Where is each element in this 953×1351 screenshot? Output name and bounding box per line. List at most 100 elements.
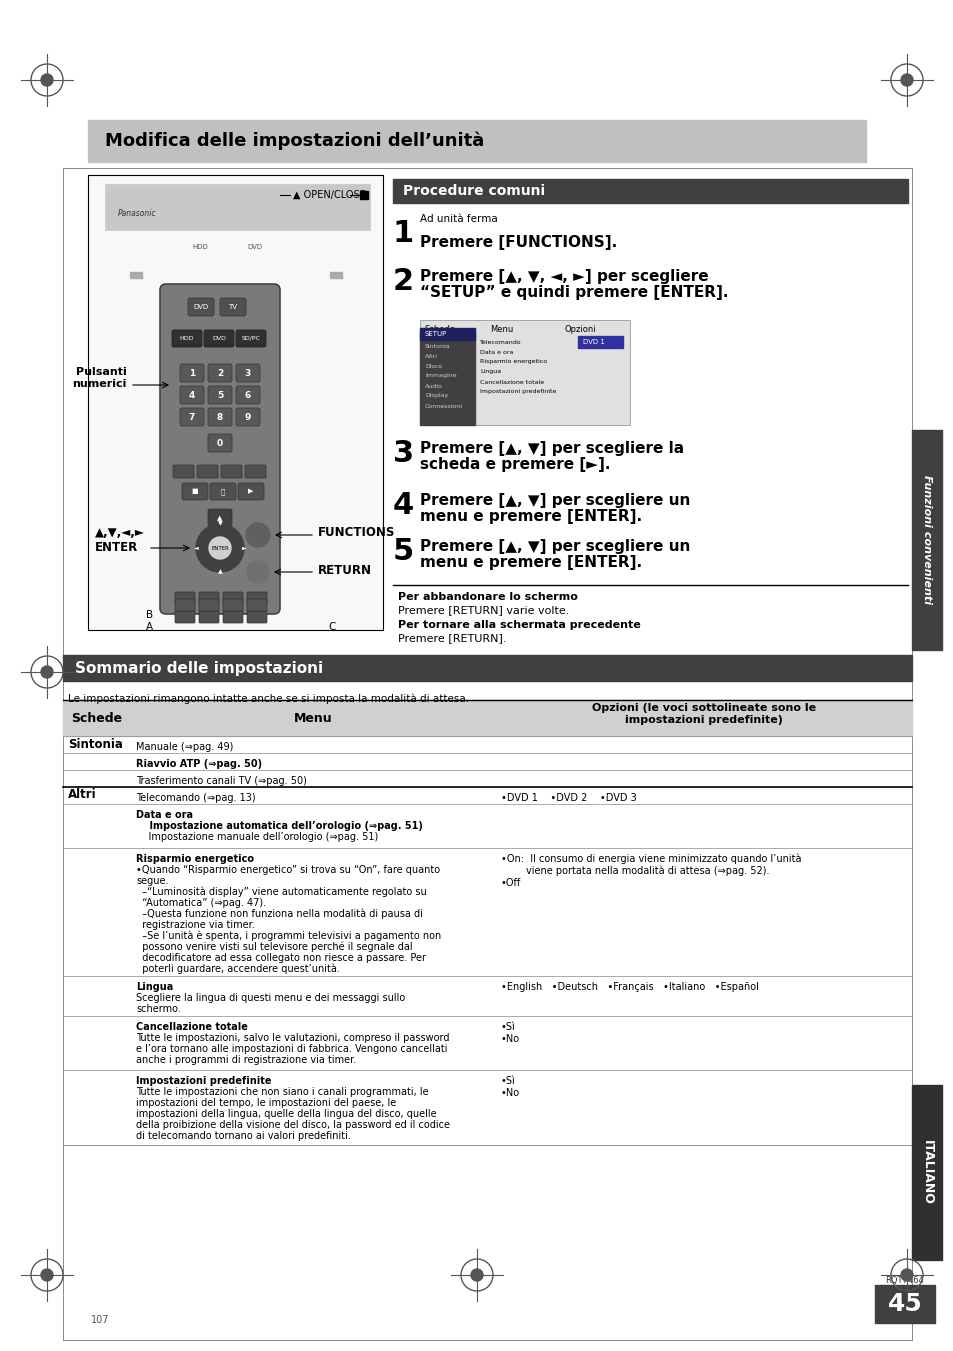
- Text: Panasonic: Panasonic: [118, 209, 156, 219]
- Text: 4: 4: [393, 490, 414, 520]
- Text: menu e premere [ENTER].: menu e premere [ENTER].: [419, 555, 641, 570]
- Text: Impostazione manuale dell’orologio (⇒pag. 51): Impostazione manuale dell’orologio (⇒pag…: [136, 832, 377, 842]
- Text: ▶: ▶: [248, 489, 253, 494]
- Text: Modifica delle impostazioni dell’unità: Modifica delle impostazioni dell’unità: [105, 132, 484, 150]
- FancyBboxPatch shape: [208, 434, 232, 453]
- Text: 2: 2: [393, 266, 414, 296]
- FancyBboxPatch shape: [180, 408, 204, 426]
- Text: Telecomando: Telecomando: [479, 339, 521, 345]
- Text: Opzioni: Opzioni: [564, 326, 596, 335]
- Text: Display: Display: [424, 393, 448, 399]
- FancyBboxPatch shape: [208, 363, 232, 382]
- Text: Premere [RETURN] varie volte.: Premere [RETURN] varie volte.: [397, 605, 569, 615]
- Text: ENTER: ENTER: [211, 546, 229, 550]
- FancyBboxPatch shape: [235, 363, 260, 382]
- Text: HDD: HDD: [179, 336, 194, 340]
- Text: ▲: ▲: [217, 570, 222, 574]
- Text: “SETUP” e quindi premere [ENTER].: “SETUP” e quindi premere [ENTER].: [419, 285, 728, 300]
- Text: Opzioni (le voci sottolineate sono le
impostazioni predefinite): Opzioni (le voci sottolineate sono le im…: [591, 704, 815, 724]
- Circle shape: [209, 536, 231, 559]
- FancyBboxPatch shape: [196, 465, 218, 478]
- Text: SD/PC: SD/PC: [241, 336, 260, 340]
- Text: Telecomando (⇒pag. 13): Telecomando (⇒pag. 13): [136, 793, 255, 802]
- Text: Menu: Menu: [490, 326, 513, 335]
- Text: Impostazioni predefinite: Impostazioni predefinite: [479, 389, 556, 394]
- Bar: [359, 190, 368, 199]
- Bar: [419, 332, 475, 426]
- Text: impostazioni del tempo, le impostazioni del paese, le: impostazioni del tempo, le impostazioni …: [136, 1098, 395, 1108]
- Text: ▲: ▲: [217, 515, 222, 521]
- Text: Procedure comuni: Procedure comuni: [402, 184, 544, 199]
- Text: Per abbandonare lo schermo: Per abbandonare lo schermo: [397, 592, 578, 603]
- Text: Audio: Audio: [424, 384, 442, 389]
- FancyBboxPatch shape: [220, 299, 246, 316]
- Text: SETUP: SETUP: [424, 331, 447, 336]
- Circle shape: [41, 666, 53, 678]
- Text: “Automatica” (⇒pag. 47).: “Automatica” (⇒pag. 47).: [136, 898, 266, 908]
- Text: anche i programmi di registrazione via timer.: anche i programmi di registrazione via t…: [136, 1055, 355, 1065]
- Text: DVD: DVD: [193, 304, 209, 309]
- Text: Le impostazioni rimangono intatte anche se si imposta la modalità di attesa.: Le impostazioni rimangono intatte anche …: [68, 694, 469, 704]
- Text: viene portata nella modalità di attesa (⇒pag. 52).: viene portata nella modalità di attesa (…: [500, 866, 769, 877]
- Text: della proibizione della visione del disco, la password ed il codice: della proibizione della visione del disc…: [136, 1120, 450, 1129]
- Text: 5: 5: [393, 536, 414, 566]
- Text: Manuale (⇒pag. 49): Manuale (⇒pag. 49): [136, 742, 233, 753]
- Text: •DVD 1    •DVD 2    •DVD 3: •DVD 1 •DVD 2 •DVD 3: [500, 793, 636, 802]
- Bar: [105, 184, 370, 230]
- Text: Sintonia: Sintonia: [424, 343, 450, 349]
- Text: ►: ►: [241, 546, 246, 550]
- Bar: [63, 655, 911, 681]
- Text: 107: 107: [91, 1315, 110, 1325]
- FancyBboxPatch shape: [223, 611, 243, 623]
- Text: Schede: Schede: [424, 326, 456, 335]
- FancyBboxPatch shape: [172, 465, 193, 478]
- FancyBboxPatch shape: [235, 330, 266, 347]
- FancyBboxPatch shape: [247, 598, 267, 611]
- Text: •No: •No: [500, 1034, 519, 1044]
- Text: ◄: ◄: [193, 546, 198, 550]
- FancyBboxPatch shape: [180, 386, 204, 404]
- Text: 1: 1: [393, 219, 414, 247]
- Text: ITALIANO: ITALIANO: [920, 1139, 933, 1205]
- Text: Schede: Schede: [71, 712, 122, 724]
- Text: Premere [RETURN].: Premere [RETURN].: [397, 634, 506, 643]
- FancyBboxPatch shape: [174, 598, 194, 611]
- FancyBboxPatch shape: [223, 592, 243, 604]
- Text: Sintonia: Sintonia: [68, 738, 123, 751]
- Text: 45: 45: [886, 1292, 922, 1316]
- Text: ■: ■: [192, 489, 198, 494]
- Text: Tutte le impostazioni che non siano i canali programmati, le: Tutte le impostazioni che non siano i ca…: [136, 1088, 428, 1097]
- Text: menu e premere [ENTER].: menu e premere [ENTER].: [419, 509, 641, 524]
- Bar: [911, 1085, 941, 1260]
- Text: •English   •Deutsch   •Français   •Italiano   •Español: •English •Deutsch •Français •Italiano •E…: [500, 982, 758, 992]
- Text: HDD: HDD: [192, 245, 208, 250]
- Text: –“Luminosità display” viene automaticamente regolato su: –“Luminosità display” viene automaticame…: [136, 886, 426, 897]
- Text: registrazione via timer.: registrazione via timer.: [136, 920, 254, 929]
- Text: 5: 5: [216, 390, 223, 400]
- FancyBboxPatch shape: [245, 465, 266, 478]
- FancyBboxPatch shape: [208, 408, 232, 426]
- Bar: [419, 328, 475, 340]
- Text: DVD 1: DVD 1: [582, 339, 604, 345]
- Text: TV: TV: [229, 304, 237, 309]
- FancyBboxPatch shape: [160, 284, 280, 613]
- Bar: [578, 336, 622, 349]
- FancyBboxPatch shape: [223, 598, 243, 611]
- Text: •Quando “Risparmio energetico” si trova su “On”, fare quanto: •Quando “Risparmio energetico” si trova …: [136, 865, 439, 875]
- Bar: [330, 272, 341, 278]
- Text: decodificatore ad essa collegato non riesce a passare. Per: decodificatore ad essa collegato non rie…: [136, 952, 426, 963]
- Text: 6: 6: [245, 390, 251, 400]
- FancyBboxPatch shape: [235, 386, 260, 404]
- FancyBboxPatch shape: [180, 363, 204, 382]
- Text: 7: 7: [189, 412, 195, 422]
- Text: •Off: •Off: [500, 878, 520, 888]
- Bar: [88, 176, 382, 630]
- Text: Trasferimento canali TV (⇒pag. 50): Trasferimento canali TV (⇒pag. 50): [136, 775, 307, 786]
- Text: Premere [▲, ▼] per scegliere la: Premere [▲, ▼] per scegliere la: [419, 442, 683, 457]
- Text: Data e ora: Data e ora: [479, 350, 513, 354]
- FancyBboxPatch shape: [208, 386, 232, 404]
- FancyBboxPatch shape: [237, 484, 264, 500]
- Text: e l’ora tornano alle impostazioni di fabbrica. Vengono cancellati: e l’ora tornano alle impostazioni di fab…: [136, 1044, 447, 1054]
- Text: Impostazione automatica dell’orologio (⇒pag. 51): Impostazione automatica dell’orologio (⇒…: [136, 821, 422, 831]
- FancyBboxPatch shape: [172, 330, 202, 347]
